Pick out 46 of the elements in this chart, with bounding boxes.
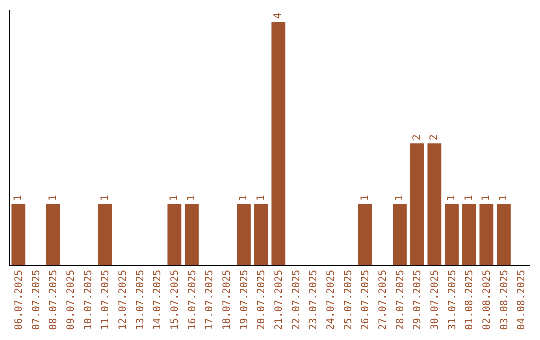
x-tick-label: 29.07.2025 — [412, 270, 424, 330]
data-label: 1 — [464, 195, 475, 202]
x-tick-label: 26.07.2025 — [360, 270, 372, 330]
x-tick-label: 31.07.2025 — [447, 270, 458, 330]
data-label: 4 — [273, 13, 284, 20]
x-tick-label: 27.07.2025 — [378, 270, 389, 330]
x-tick-label: 08.07.2025 — [48, 270, 60, 330]
x-tick-label: 02.08.2025 — [482, 270, 493, 330]
data-label: 1 — [238, 195, 250, 202]
x-tick-label: 19.07.2025 — [239, 270, 250, 330]
data-label: 1 — [13, 195, 24, 202]
data-label: 1 — [186, 195, 198, 202]
data-label: 1 — [394, 195, 406, 202]
x-tick-label: 23.07.2025 — [308, 270, 320, 330]
x-tick-label: 20.07.2025 — [256, 270, 268, 330]
data-label: 1 — [446, 195, 458, 202]
data-label: 1 — [100, 195, 111, 202]
x-tick-label: 07.07.2025 — [31, 270, 42, 330]
data-label: 1 — [169, 195, 180, 202]
x-tick-label: 13.07.2025 — [135, 270, 146, 330]
data-label: 1 — [256, 195, 267, 202]
x-tick-label: 28.07.2025 — [395, 270, 406, 330]
data-label: 2 — [412, 134, 423, 141]
x-tick-label: 06.07.2025 — [14, 270, 25, 330]
x-tick-label: 10.07.2025 — [83, 270, 94, 330]
x-tick-label: 01.08.2025 — [464, 270, 476, 330]
data-label: 1 — [498, 195, 510, 202]
data-label: 2 — [429, 134, 440, 141]
data-label: 1 — [360, 195, 371, 202]
x-tick-label: 15.07.2025 — [170, 270, 181, 330]
x-tick-label: 21.07.2025 — [274, 270, 285, 330]
x-tick-label: 18.07.2025 — [222, 270, 233, 330]
x-tick-label: 12.07.2025 — [118, 270, 129, 330]
x-tick-label: 30.07.2025 — [430, 270, 441, 330]
x-tick-label: 03.08.2025 — [499, 270, 510, 330]
x-tick-label: 16.07.2025 — [187, 270, 198, 330]
x-tick-label: 09.07.2025 — [66, 270, 77, 330]
x-tick-label: 22.07.2025 — [291, 270, 302, 330]
x-tick-label: 17.07.2025 — [204, 270, 216, 330]
x-tick-label: 24.07.2025 — [326, 270, 337, 330]
x-tick-label: 25.07.2025 — [343, 270, 354, 330]
data-label: 1 — [48, 195, 59, 202]
x-tick-label: 14.07.2025 — [152, 270, 164, 330]
data-label: 1 — [481, 195, 492, 202]
x-tick-label: 04.08.2025 — [516, 270, 528, 330]
x-tick-label: 11.07.2025 — [100, 270, 112, 330]
